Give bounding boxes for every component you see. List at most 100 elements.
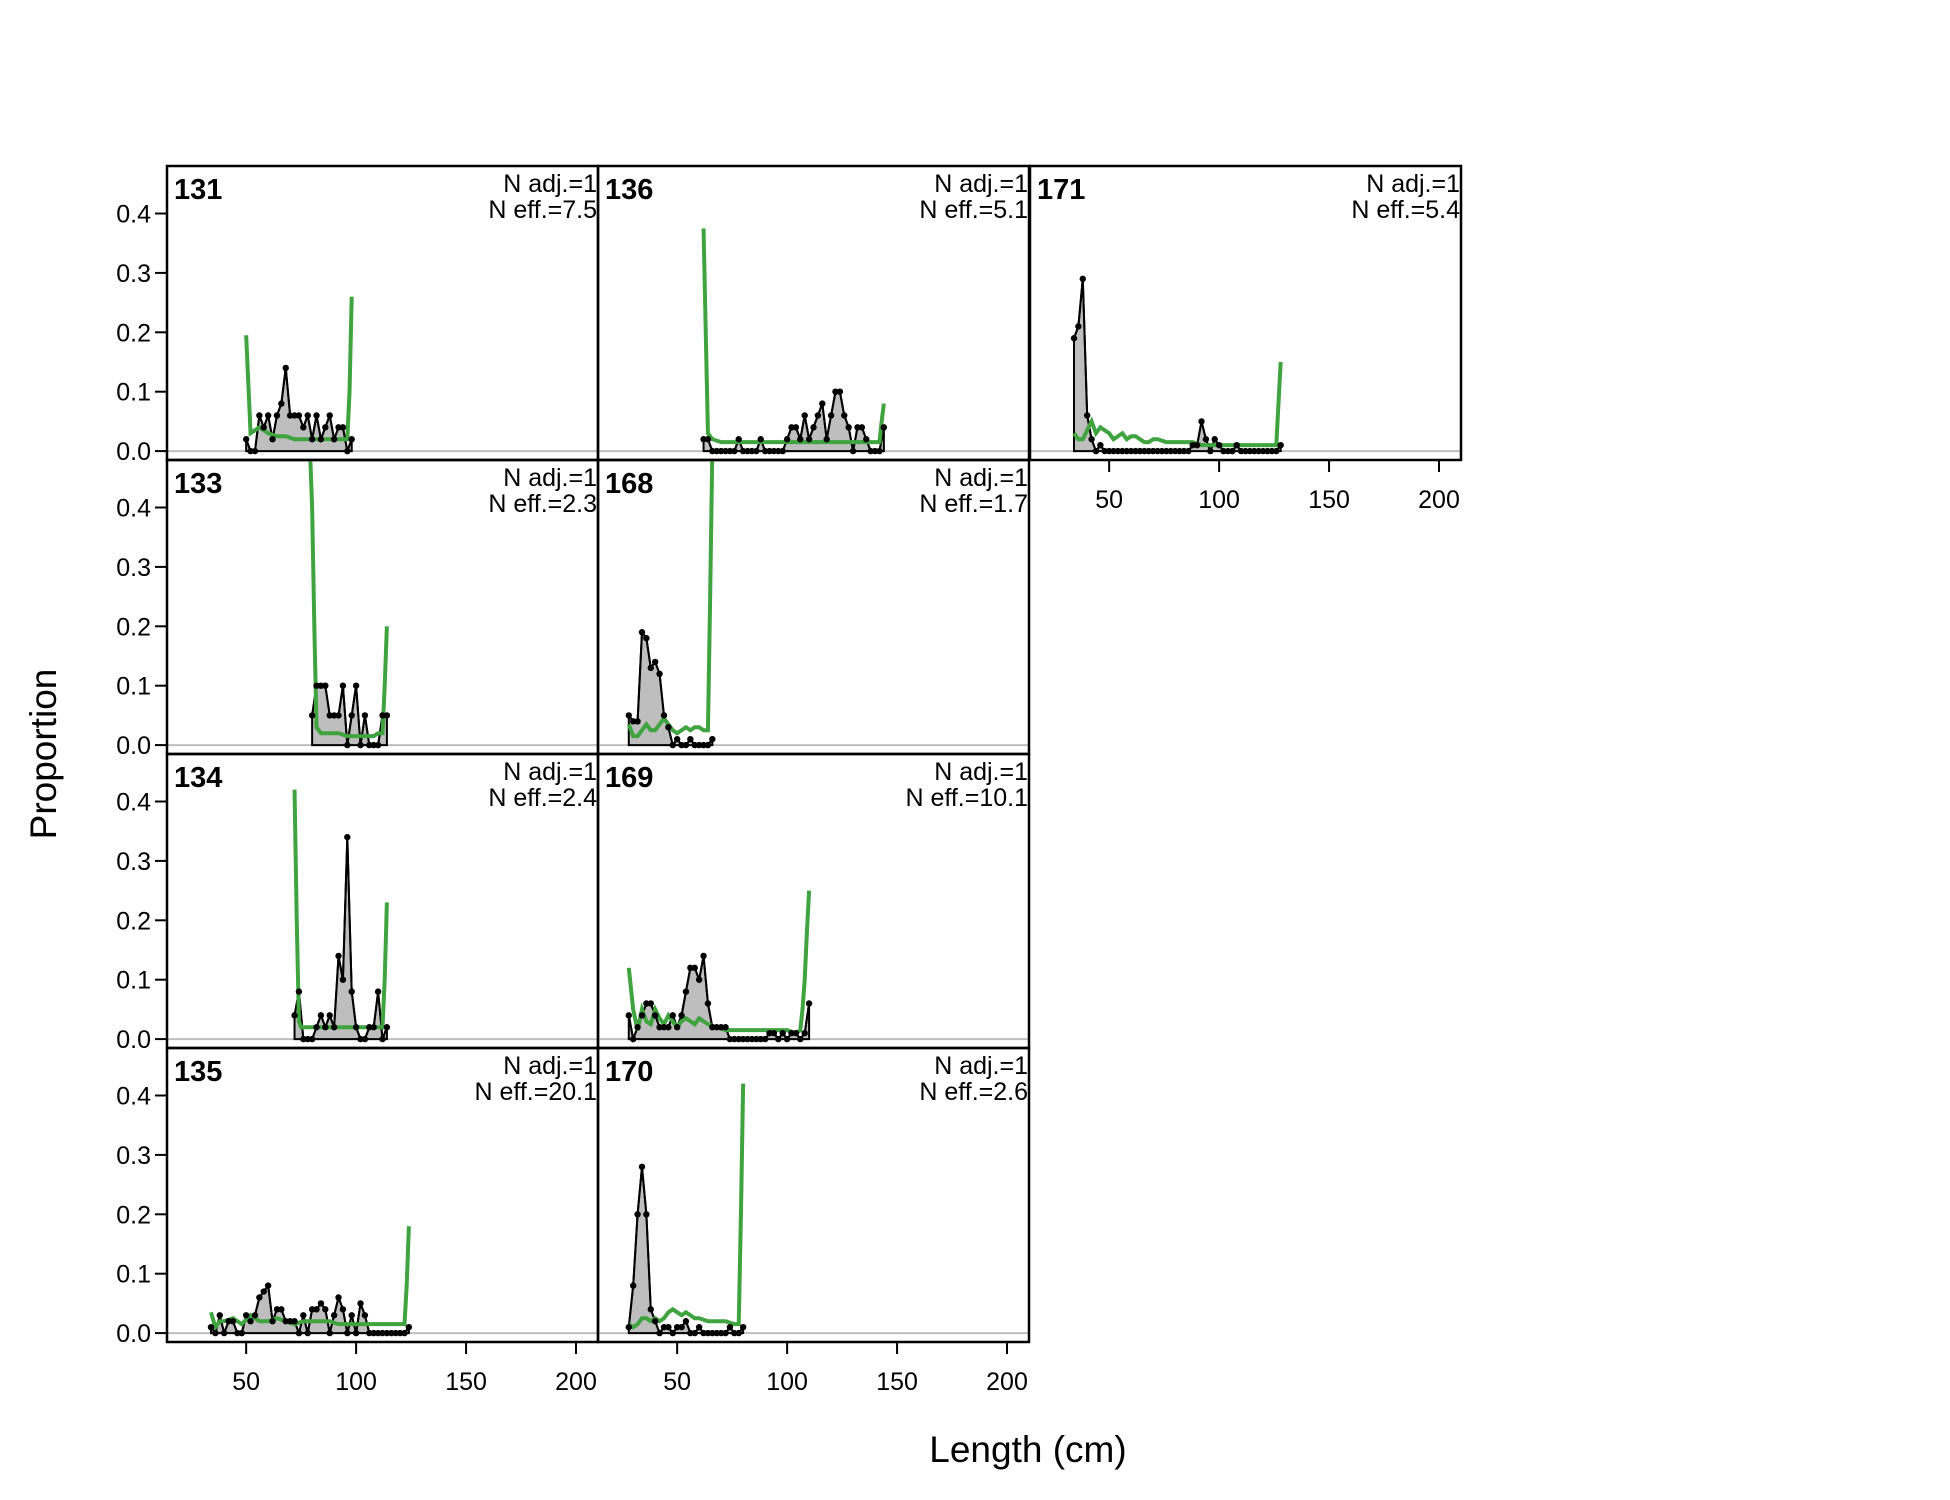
observed-point — [1246, 447, 1254, 455]
observed-point — [709, 735, 716, 743]
observed-point — [629, 1282, 637, 1289]
n-adj-text: N adj.=1 — [503, 1052, 597, 1080]
observed-point — [713, 1329, 720, 1337]
panel-label: 131 — [174, 174, 222, 206]
observed-point — [256, 1294, 263, 1301]
observed-point — [726, 447, 734, 455]
panel-label: 169 — [605, 762, 653, 794]
observed-point — [322, 1024, 329, 1031]
observed-point — [256, 412, 263, 419]
observed-point — [251, 447, 259, 455]
observed-point — [291, 412, 298, 419]
observed-point — [766, 447, 773, 455]
observed-point — [366, 741, 373, 749]
observed-point — [1092, 447, 1100, 455]
observed-point — [295, 988, 303, 995]
y-tick-label: 0.3 — [116, 554, 151, 582]
observed-point — [867, 447, 874, 455]
observed-point — [1167, 447, 1174, 455]
observed-point — [766, 1029, 773, 1037]
observed-point — [1251, 447, 1258, 455]
observed-point — [234, 1329, 241, 1337]
n-eff-text: N eff.=2.6 — [919, 1078, 1028, 1106]
observed-point — [348, 436, 355, 443]
observed-point — [700, 436, 707, 443]
observed-point — [361, 1035, 369, 1043]
observed-point — [1145, 447, 1152, 455]
panel-169: 169 N adj.=1N eff.=10.1 — [596, 752, 1031, 1050]
panel-label: 136 — [605, 174, 653, 206]
observed-point — [704, 1000, 712, 1007]
observed-point — [739, 1323, 747, 1331]
observed-point — [300, 1312, 307, 1319]
observed-point — [278, 400, 285, 407]
observed-point — [357, 1300, 364, 1307]
x-tick-label: 50 — [1095, 486, 1123, 514]
observed-point — [753, 447, 760, 455]
observed-point — [352, 682, 360, 689]
observed-point — [669, 741, 676, 749]
observed-point — [1079, 275, 1086, 283]
observed-point — [396, 1329, 404, 1337]
observed-point — [330, 1024, 338, 1031]
observed-point — [1255, 447, 1262, 455]
x-tick-label: 200 — [986, 1368, 1028, 1396]
observed-point — [383, 712, 391, 719]
x-tick-label: 100 — [335, 1368, 377, 1396]
observed-point — [673, 1024, 681, 1031]
observed-point — [330, 1312, 338, 1319]
n-eff-text: N eff.=20.1 — [474, 1078, 597, 1106]
observed-point — [704, 1329, 712, 1337]
observed-point — [819, 400, 826, 407]
observed-point — [1277, 441, 1284, 449]
observed-point — [357, 1035, 364, 1043]
observed-point — [286, 1318, 294, 1325]
y-tick-label: 0.1 — [116, 1261, 151, 1289]
observed-point — [308, 1035, 316, 1043]
observed-point — [678, 741, 685, 749]
observed-point — [792, 424, 800, 431]
observed-point — [1259, 447, 1267, 455]
y-tick-label: 0.2 — [116, 319, 151, 347]
observed-point — [748, 447, 756, 455]
x-tick-label: 100 — [766, 1368, 808, 1396]
observed-point — [779, 1029, 786, 1037]
n-adj-text: N adj.=1 — [934, 758, 1028, 786]
observed-point — [282, 364, 289, 372]
observed-point — [225, 1318, 232, 1325]
observed-point — [1268, 447, 1276, 455]
observed-point — [1189, 441, 1196, 449]
n-adj-text: N adj.=1 — [934, 170, 1028, 198]
observed-area — [293, 837, 388, 1041]
panel-135: 135 N adj.=1N eff.=20.1 0.0 0.1 0.2 0.3 0.4 50 1… — [116, 1046, 600, 1396]
observed-point — [317, 682, 325, 689]
observed-area — [627, 1166, 745, 1336]
panel-170: 170 N adj.=1N eff.=2.6 50 100 150 200 — [596, 1046, 1031, 1396]
observed-point — [1119, 447, 1126, 455]
observed-point — [1101, 447, 1108, 455]
observed-point — [264, 412, 272, 419]
observed-point — [370, 1329, 377, 1337]
observed-point — [678, 1012, 685, 1019]
observed-point — [383, 1024, 391, 1031]
observed-point — [339, 1306, 347, 1313]
observed-point — [300, 424, 307, 431]
observed-point — [388, 1329, 395, 1337]
observed-point — [1237, 447, 1245, 455]
x-tick-label: 50 — [232, 1368, 260, 1396]
expected-line — [1072, 361, 1283, 448]
observed-point — [370, 741, 377, 749]
observed-point — [691, 964, 698, 972]
observed-point — [863, 436, 870, 443]
expected-line — [308, 460, 389, 739]
observed-point — [1163, 447, 1170, 455]
observed-point — [634, 718, 641, 725]
observed-point — [326, 1012, 333, 1019]
panel-label: 134 — [174, 762, 222, 794]
n-eff-text: N eff.=2.3 — [488, 490, 597, 518]
observed-point — [722, 1024, 729, 1031]
observed-point — [352, 1329, 360, 1337]
observed-point — [238, 1329, 245, 1337]
